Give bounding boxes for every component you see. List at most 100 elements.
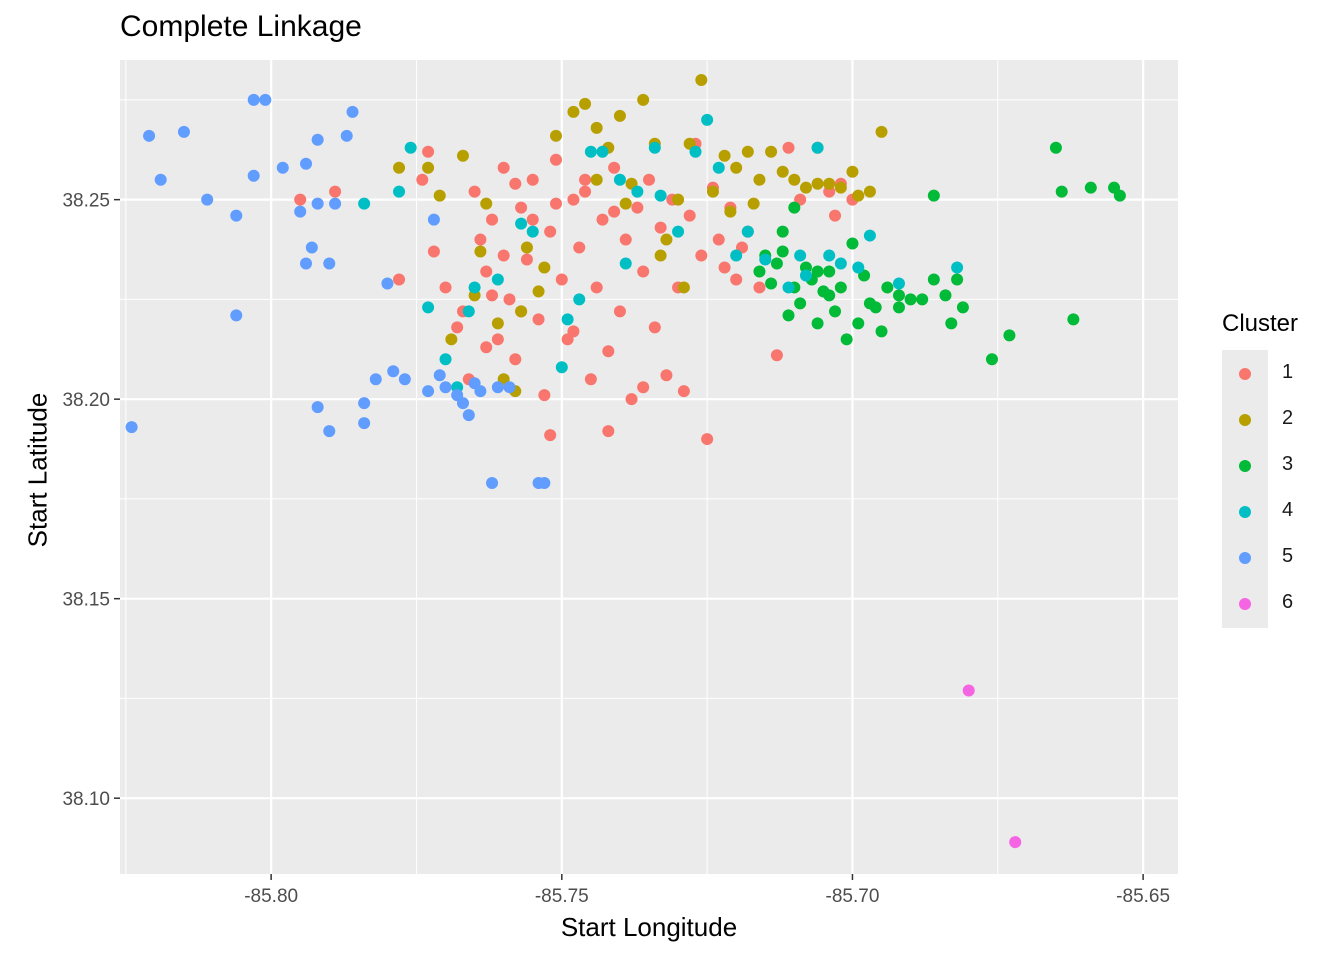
data-point (526, 173, 539, 186)
data-point (701, 113, 714, 126)
data-point (579, 97, 592, 110)
data-point (509, 177, 522, 190)
data-point (927, 273, 940, 286)
data-point (462, 409, 475, 422)
data-point (811, 141, 824, 154)
data-point (567, 325, 580, 338)
data-point (881, 281, 894, 294)
data-point (439, 353, 452, 366)
data-point (613, 305, 626, 318)
data-point (788, 201, 801, 214)
data-point (712, 161, 725, 174)
data-point (538, 261, 551, 274)
data-point (177, 125, 190, 138)
data-point (834, 281, 847, 294)
data-point (549, 129, 562, 142)
data-point (259, 93, 272, 106)
data-point (515, 305, 528, 318)
series-cluster-3 (753, 141, 1126, 366)
data-point (834, 181, 847, 194)
data-point (154, 173, 167, 186)
data-point (892, 277, 905, 290)
data-point (718, 261, 731, 274)
data-point (526, 225, 539, 238)
y-axis-title: Start Latitude (22, 392, 53, 548)
legend-label-6: 6 (1282, 591, 1294, 613)
data-point (549, 153, 562, 166)
data-point (544, 225, 557, 238)
data-point (613, 109, 626, 122)
data-point (741, 225, 754, 238)
legend-item-3: 3 (1222, 443, 1293, 489)
data-point (427, 245, 440, 258)
data-point (422, 301, 435, 314)
data-point (741, 145, 754, 158)
legend-key-5 (1239, 552, 1251, 564)
data-point (329, 185, 342, 198)
x-tick-label: -85.80 (244, 886, 298, 907)
data-point (829, 305, 842, 318)
data-point (491, 333, 504, 346)
legend-title: Cluster (1222, 310, 1299, 337)
data-point (486, 289, 499, 302)
data-point (730, 273, 743, 286)
data-point (863, 185, 876, 198)
series-cluster-4 (358, 113, 964, 394)
data-point (602, 425, 615, 438)
data-point (590, 121, 603, 134)
data-point (823, 265, 836, 278)
data-point (619, 233, 632, 246)
data-point (945, 317, 958, 330)
data-point (538, 476, 551, 489)
data-point (770, 257, 783, 270)
data-point (427, 213, 440, 226)
data-point (346, 105, 359, 118)
data-point (555, 361, 568, 374)
chart-title: Complete Linkage (120, 10, 362, 43)
data-point (544, 429, 557, 442)
data-point (596, 145, 609, 158)
data-point (358, 397, 371, 410)
data-point (951, 273, 964, 286)
data-point (1113, 189, 1126, 202)
data-point (520, 241, 533, 254)
legend-item-4: 4 (1222, 489, 1293, 535)
data-point (474, 245, 487, 258)
data-point (695, 73, 708, 86)
data-point (305, 241, 318, 254)
x-axis-ticks: -85.80 -85.75 -85.70 -85.65 (244, 874, 1170, 907)
y-tick-label: 38.10 (62, 789, 110, 810)
data-point (869, 301, 882, 314)
data-point (573, 293, 586, 306)
data-point (230, 209, 243, 222)
data-point (387, 365, 400, 378)
y-axis-ticks: 38.10 38.15 38.20 38.25 (62, 191, 120, 810)
data-point (875, 125, 888, 138)
data-point (358, 197, 371, 210)
data-point (701, 433, 714, 446)
data-point (340, 129, 353, 142)
data-point (247, 169, 260, 182)
data-point (770, 349, 783, 362)
data-point (625, 393, 638, 406)
data-point (962, 684, 975, 697)
data-point (747, 197, 760, 210)
data-point (712, 233, 725, 246)
data-point (125, 421, 138, 434)
data-point (433, 189, 446, 202)
data-point (294, 205, 307, 218)
legend-key-6 (1239, 598, 1251, 610)
data-point (613, 173, 626, 186)
data-point (532, 285, 545, 298)
data-point (486, 213, 499, 226)
data-point (532, 313, 545, 326)
data-point (677, 281, 690, 294)
data-point (579, 185, 592, 198)
data-point (654, 221, 667, 234)
data-point (951, 261, 964, 274)
data-point (794, 297, 807, 310)
data-point (497, 161, 510, 174)
data-point (509, 353, 522, 366)
data-point (474, 233, 487, 246)
data-point (892, 289, 905, 302)
